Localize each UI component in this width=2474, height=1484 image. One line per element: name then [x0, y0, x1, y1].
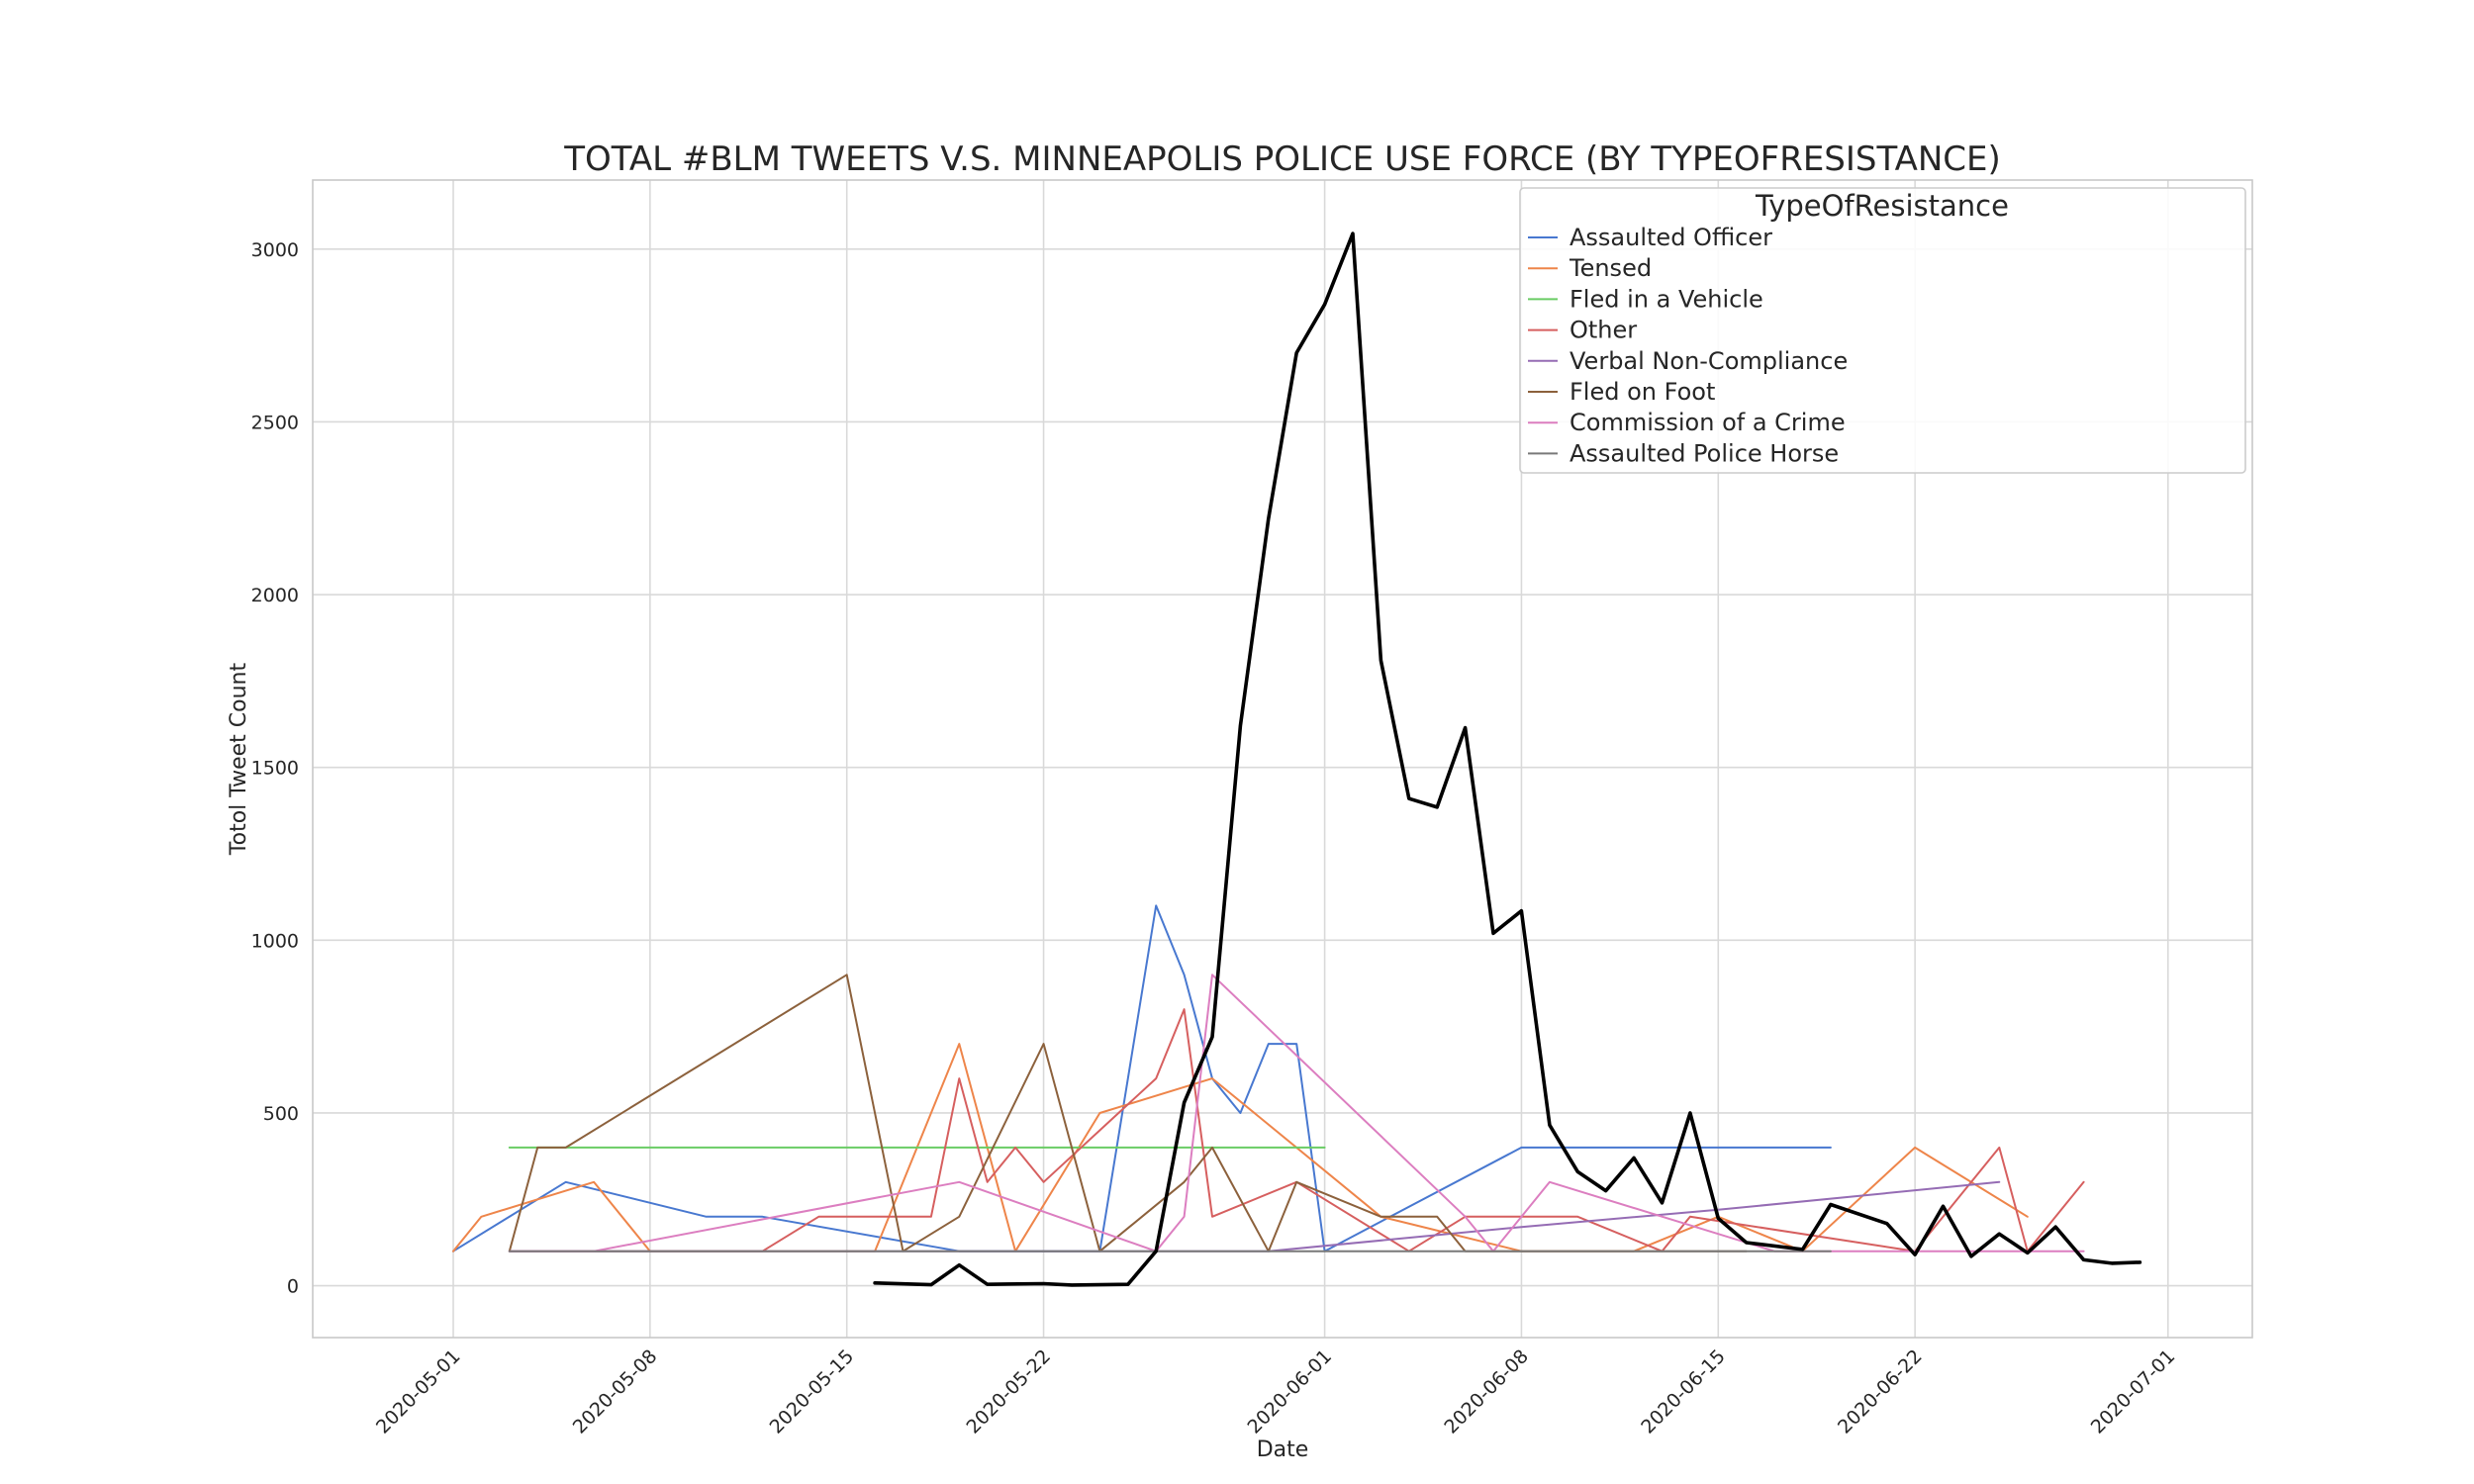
series-line-3	[508, 1008, 2085, 1252]
y-tick-label: 1000	[251, 930, 299, 952]
y-tick-label: 3000	[251, 239, 299, 261]
series-layer	[452, 232, 2142, 1287]
chart-title: TOTAL #BLM TWEETS V.S. MINNEAPOLIS POLIC…	[563, 139, 2001, 179]
y-tick-label: 2500	[251, 412, 299, 433]
y-tick-label: 1500	[251, 758, 299, 780]
x-tick-label: 2020-06-01	[1244, 1345, 1337, 1438]
legend-entry: Commission of a Crime	[1570, 409, 1846, 436]
legend-entry: Fled on Foot	[1570, 378, 1715, 406]
legend-box	[1519, 187, 2246, 474]
series-line-8	[873, 232, 2142, 1287]
series-line-1	[452, 1043, 2029, 1252]
x-tick-label: 2020-05-08	[569, 1345, 662, 1438]
plot-frame	[312, 179, 2253, 1339]
x-tick-label: 2020-06-08	[1440, 1345, 1533, 1438]
y-axis-label: Totol Tweet Count	[227, 663, 251, 857]
x-tick-label: 2020-07-01	[2087, 1345, 2180, 1438]
x-tick-labels: 2020-05-01 2020-05-08 2020-05-15 2020-05-22…	[372, 1345, 2179, 1438]
legend-entry: Assaulted Police Horse	[1570, 439, 1839, 467]
x-tick-label: 2020-05-22	[962, 1345, 1055, 1438]
series-line-0	[452, 904, 1832, 1252]
legend-items: Assaulted Officer Tensed Fled in a Vehicle…	[1528, 224, 1848, 467]
x-axis-label: Date	[1257, 1438, 1309, 1462]
legend-entry: Other	[1570, 317, 1637, 344]
y-tick-labels: 0 500 1000 1500 2000 2500 3000	[251, 239, 299, 1298]
x-tick-label: 2020-06-22	[1834, 1345, 1927, 1438]
series-line-6	[508, 974, 2085, 1252]
x-tick-label: 2020-05-01	[372, 1345, 465, 1438]
legend-entry: Tensed	[1569, 254, 1652, 282]
legend-entry: Assaulted Officer	[1570, 224, 1772, 251]
y-tick-label: 2000	[251, 585, 299, 606]
y-tick-label: 0	[287, 1276, 299, 1298]
x-tick-label: 2020-05-15	[766, 1345, 859, 1438]
legend: TypeOfResistance Assaulted Officer Tensed…	[1519, 187, 2246, 474]
series-line-5	[508, 974, 1748, 1252]
legend-entry: Verbal Non-Compliance	[1570, 347, 1848, 375]
legend-entry: Fled in a Vehicle	[1570, 285, 1763, 313]
y-tick-label: 500	[263, 1103, 299, 1125]
legend-title: TypeOfResistance	[1755, 189, 2009, 223]
x-tick-label: 2020-06-15	[1637, 1345, 1730, 1438]
